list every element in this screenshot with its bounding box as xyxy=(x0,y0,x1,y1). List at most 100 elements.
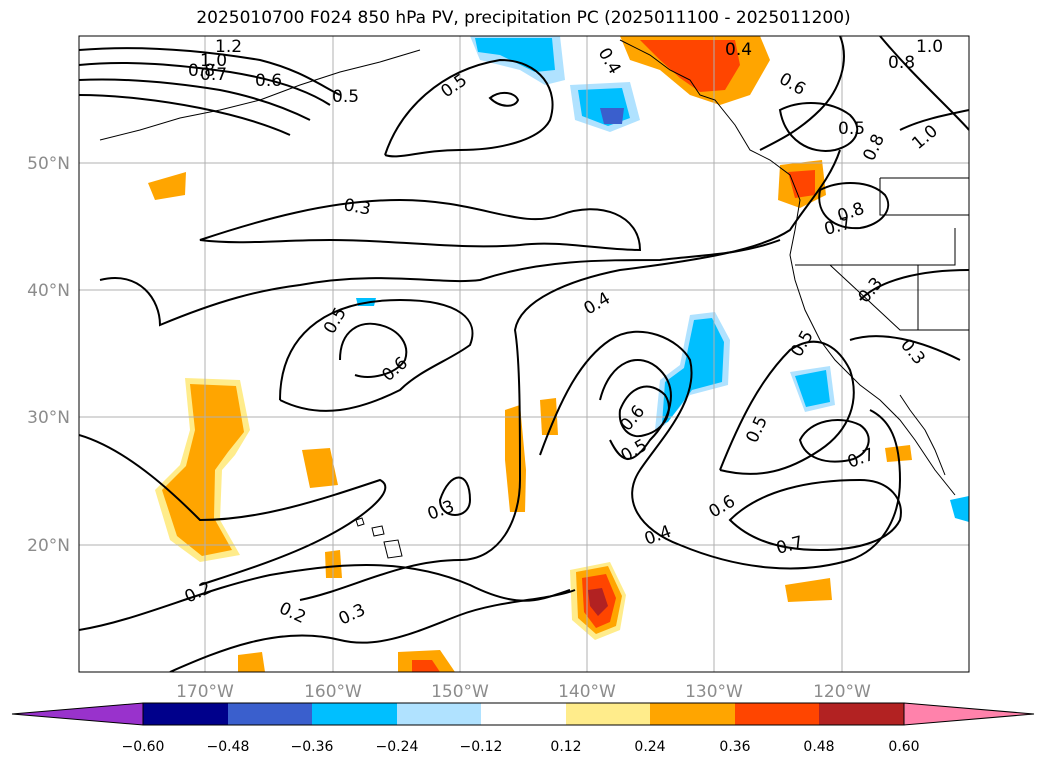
precip-neg-east-core xyxy=(795,370,830,407)
colorbar-segment xyxy=(819,703,904,725)
contour-0-2-a xyxy=(79,564,571,631)
colorbar-segment xyxy=(228,703,312,725)
precip-pos-west-inner xyxy=(162,384,244,556)
colorbar-tick: 0.60 xyxy=(888,739,919,755)
contour-label: 0.8 xyxy=(188,61,215,81)
contour-ne-b xyxy=(879,36,969,131)
lat-labels: 50°N 40°N 30°N 20°N xyxy=(27,154,70,556)
map-title: 2025010700 F024 850 hPa PV, precipitatio… xyxy=(196,8,851,28)
colorbar-tick: −0.48 xyxy=(207,739,250,755)
lon-label: 170°W xyxy=(176,682,234,702)
lon-labels: 170°W 160°W 150°W 140°W 130°W 120°W xyxy=(176,682,871,702)
contour-ne-e xyxy=(899,109,969,131)
lon-label: 120°W xyxy=(813,682,871,702)
colorbar-segment xyxy=(143,703,228,725)
contour-0-5-b xyxy=(279,298,474,412)
contour-0-2-b xyxy=(169,589,576,672)
contour-0-3-b xyxy=(438,476,472,516)
precip-pos-small-a xyxy=(148,172,186,200)
colorbar-segment xyxy=(735,703,819,725)
precip-pos-tropic-dark xyxy=(588,588,608,616)
contour-0-6-a xyxy=(339,322,408,378)
contour-0-5-a xyxy=(384,58,554,158)
colorbar-segment xyxy=(397,703,481,725)
colorbar-tick: 0.12 xyxy=(550,739,581,755)
contour-0-5-d xyxy=(719,340,855,475)
contour-0-6-north xyxy=(488,92,520,107)
precip-pos-se xyxy=(785,578,832,602)
precip-pos-bottom-a xyxy=(238,652,265,672)
contour-ne-a xyxy=(759,36,845,151)
contour-high-3 xyxy=(79,78,311,121)
precip-pos-bottom-c xyxy=(412,660,440,672)
graticule xyxy=(79,36,969,672)
contour-high-1 xyxy=(79,47,341,96)
precip-neg-north-core xyxy=(475,38,555,72)
colorbar-segment xyxy=(481,703,566,725)
precip-pos-nw-core xyxy=(640,40,740,92)
contour-0-3-north xyxy=(199,198,642,252)
contour-ne-c xyxy=(818,182,890,230)
colorbar-extend-low xyxy=(11,702,144,726)
colorbar-extend-high xyxy=(903,702,1035,726)
contour-0-3-c xyxy=(299,149,841,601)
colorbar-frame xyxy=(142,702,905,726)
contour-label: 0.6 xyxy=(255,71,282,91)
colorbar-tick: −0.24 xyxy=(376,739,419,755)
coast-alaska xyxy=(619,39,956,496)
contour-label: 1.0 xyxy=(200,51,227,71)
map-frame xyxy=(78,35,970,673)
precip-neg-mid-dark xyxy=(600,108,624,124)
colorbar-tick: 0.24 xyxy=(634,739,665,755)
colorbar: −0.60 −0.48 −0.36 −0.24 −0.12 0.12 0.24 … xyxy=(11,702,1035,755)
contour-0-5-c xyxy=(599,359,672,460)
island-b xyxy=(371,525,385,537)
contour-label: 1.0 xyxy=(916,37,943,57)
pv-contours xyxy=(79,36,969,672)
island-a xyxy=(355,517,365,527)
contour-0-4 xyxy=(99,239,781,327)
contour-0-6-b xyxy=(618,385,670,438)
contour-high-4 xyxy=(79,94,291,136)
lon-label: 130°W xyxy=(685,682,743,702)
contour-label: 0.3 xyxy=(342,195,372,219)
contour-0-4-b xyxy=(539,330,902,570)
lon-label: 140°W xyxy=(558,682,616,702)
contour-0-7 xyxy=(798,419,870,463)
contour-ne-d xyxy=(778,102,859,152)
precip-neg-edge xyxy=(950,496,969,522)
lat-label: 50°N xyxy=(27,154,70,174)
lat-label: 20°N xyxy=(27,536,70,556)
hawaii-islands xyxy=(355,517,403,559)
contour-label: 0.4 xyxy=(725,40,752,60)
lat-label: 30°N xyxy=(27,408,70,428)
contour-label: 0.5 xyxy=(838,119,865,139)
colorbar-segment xyxy=(650,703,735,725)
contour-ne-f xyxy=(859,269,969,301)
island-c xyxy=(383,539,403,559)
colorbar-segment xyxy=(566,703,650,725)
state-border-c xyxy=(829,264,969,331)
precip-neg-band-core xyxy=(662,318,724,424)
colorbar-segment xyxy=(312,703,397,725)
coast-baja xyxy=(899,394,946,476)
contour-ne-g xyxy=(849,335,961,361)
colorbar-tick: 0.36 xyxy=(719,739,750,755)
precip-pos-small-b xyxy=(302,448,338,488)
colorbar-tick: −0.60 xyxy=(122,739,165,755)
state-border-b xyxy=(795,228,956,266)
precip-pos-oregon-core xyxy=(788,170,815,198)
contour-0-6-c xyxy=(728,478,902,552)
contour-label: 0.8 xyxy=(888,53,915,73)
colorbar-tick: 0.48 xyxy=(803,739,834,755)
lat-label: 40°N xyxy=(27,281,70,301)
contour-label: 1.2 xyxy=(215,37,242,57)
contour-0-3-main xyxy=(79,434,387,586)
map-panel: 1.2 1.0 0.8 0.7 0.6 0.5 0.5 0.4 1.0 0.8 … xyxy=(79,36,969,672)
contour-high-2 xyxy=(79,61,331,106)
contour-label: 0.5 xyxy=(332,87,359,107)
lon-label: 150°W xyxy=(431,682,489,702)
colorbar-tick: −0.12 xyxy=(460,739,503,755)
contour-label: 0.7 xyxy=(200,65,227,85)
